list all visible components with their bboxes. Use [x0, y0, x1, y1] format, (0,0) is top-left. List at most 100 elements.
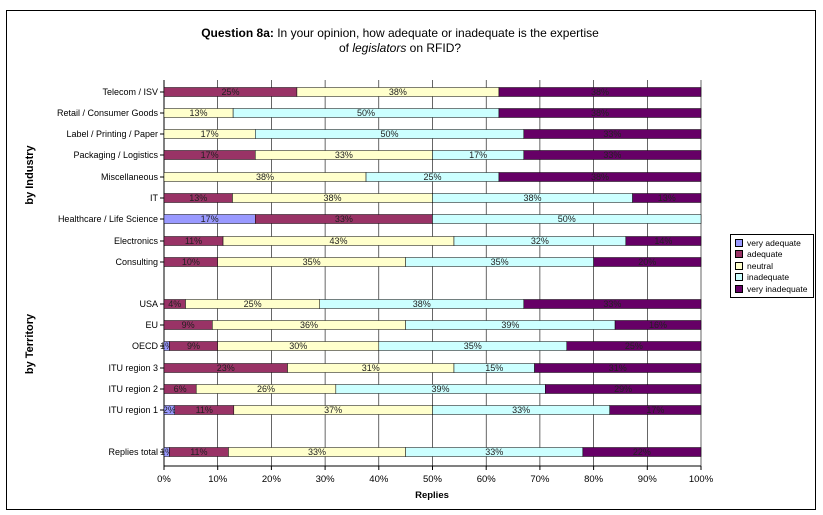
data-label: 35% — [303, 257, 321, 267]
data-label: 38% — [591, 172, 609, 182]
category-label: ITU region 3 — [108, 363, 158, 373]
category-label: Miscellaneous — [101, 172, 159, 182]
bar-segment — [614, 320, 702, 330]
data-label: 39% — [432, 384, 450, 394]
category-label: Replies total — [108, 447, 158, 457]
data-label: 17% — [646, 405, 664, 415]
data-label: 35% — [491, 257, 509, 267]
data-label: 17% — [201, 214, 219, 224]
legend-label: inadequate — [747, 272, 790, 283]
bar-segment — [498, 172, 702, 182]
data-label: 30% — [289, 341, 307, 351]
data-label: 20% — [638, 257, 656, 267]
legend-item: very adequate — [735, 237, 811, 249]
legend-label: neutral — [747, 260, 773, 271]
category-label: Healthcare / Life Science — [58, 214, 158, 224]
data-label: 39% — [501, 320, 519, 330]
x-axis-label: Replies — [415, 490, 449, 501]
data-label: 1% — [160, 341, 173, 351]
x-tick-label: 40% — [369, 474, 389, 485]
legend-swatch — [735, 284, 743, 293]
bar-segment — [566, 341, 702, 351]
bar-segment — [545, 384, 702, 394]
data-label: 38% — [591, 87, 609, 97]
data-label: 22% — [633, 447, 651, 457]
bar-segment — [523, 299, 702, 309]
data-label: 4% — [168, 299, 181, 309]
category-label: Packaging / Logistics — [73, 150, 158, 160]
data-label: 33% — [485, 447, 503, 457]
data-label: 31% — [609, 363, 627, 373]
category-label: ITU region 1 — [108, 405, 158, 415]
legend-swatch — [735, 238, 743, 247]
bar-segment — [534, 363, 702, 373]
data-label: 50% — [381, 129, 399, 139]
data-label: 31% — [362, 363, 380, 373]
data-label: 38% — [524, 193, 542, 203]
category-label: IT — [150, 193, 159, 203]
data-label: 2% — [163, 405, 176, 415]
x-tick-label: 90% — [638, 474, 658, 485]
title-line1: In your opinion, how adequate or inadequ… — [273, 26, 599, 40]
data-label: 35% — [464, 341, 482, 351]
bar-segment — [523, 150, 702, 160]
data-label: 43% — [330, 236, 348, 246]
title-line2-emphasis: legislators — [352, 41, 407, 55]
category-label: ITU region 2 — [108, 384, 158, 394]
legend-swatch — [735, 250, 743, 259]
data-label: 25% — [221, 87, 239, 97]
category-label: EU — [145, 320, 158, 330]
data-label: 10% — [182, 257, 200, 267]
x-tick-label: 100% — [689, 474, 714, 485]
legend-item: very inadequate — [735, 283, 811, 295]
x-tick-label: 60% — [477, 474, 497, 485]
legend-item: inadequate — [735, 272, 811, 284]
x-tick-label: 80% — [584, 474, 604, 485]
legend-label: very adequate — [747, 237, 801, 248]
bar-segment — [632, 193, 702, 203]
x-tick-label: 70% — [530, 474, 550, 485]
x-tick-label: 50% — [423, 474, 443, 485]
data-label: 36% — [300, 320, 318, 330]
data-label: 33% — [603, 129, 621, 139]
data-label: 33% — [308, 447, 326, 457]
data-label: 9% — [187, 341, 200, 351]
data-label: 33% — [335, 150, 353, 160]
data-label: 33% — [512, 405, 530, 415]
title-question: Question 8a: — [201, 26, 274, 40]
legend-label: very inadequate — [747, 283, 808, 294]
bar-segment — [609, 405, 702, 415]
category-label: Electronics — [114, 236, 159, 246]
data-label: 15% — [485, 363, 503, 373]
bar-segment — [498, 87, 702, 97]
legend-swatch — [735, 261, 743, 270]
data-label: 9% — [182, 320, 195, 330]
legend: very adequate adequate neutral inadequate ve… — [730, 234, 814, 298]
data-label: 16% — [649, 320, 667, 330]
data-label: 13% — [190, 108, 208, 118]
bar-segment — [593, 257, 702, 267]
bar-segment — [625, 236, 702, 246]
data-label: 38% — [323, 193, 341, 203]
data-label: 50% — [357, 108, 375, 118]
data-label: 32% — [531, 236, 549, 246]
x-tick-label: 30% — [316, 474, 336, 485]
bar-segment — [432, 214, 702, 224]
x-tick-label: 20% — [262, 474, 282, 485]
data-label: 17% — [469, 150, 487, 160]
x-tick-label: 10% — [208, 474, 228, 485]
data-label: 25% — [625, 341, 643, 351]
data-label: 23% — [217, 363, 235, 373]
bar-segment — [498, 108, 702, 118]
bar-segment — [523, 129, 702, 139]
legend-item: adequate — [735, 249, 811, 261]
title-line2-post: on RFID? — [406, 41, 462, 55]
data-label: 38% — [256, 172, 274, 182]
data-label: 50% — [558, 214, 576, 224]
data-label: 25% — [423, 172, 441, 182]
x-tick-label: 0% — [157, 474, 171, 485]
data-label: 13% — [658, 193, 676, 203]
data-label: 17% — [201, 150, 219, 160]
data-label: 38% — [591, 108, 609, 118]
chart-title: Question 8a: In your opinion, how adequa… — [150, 26, 650, 56]
